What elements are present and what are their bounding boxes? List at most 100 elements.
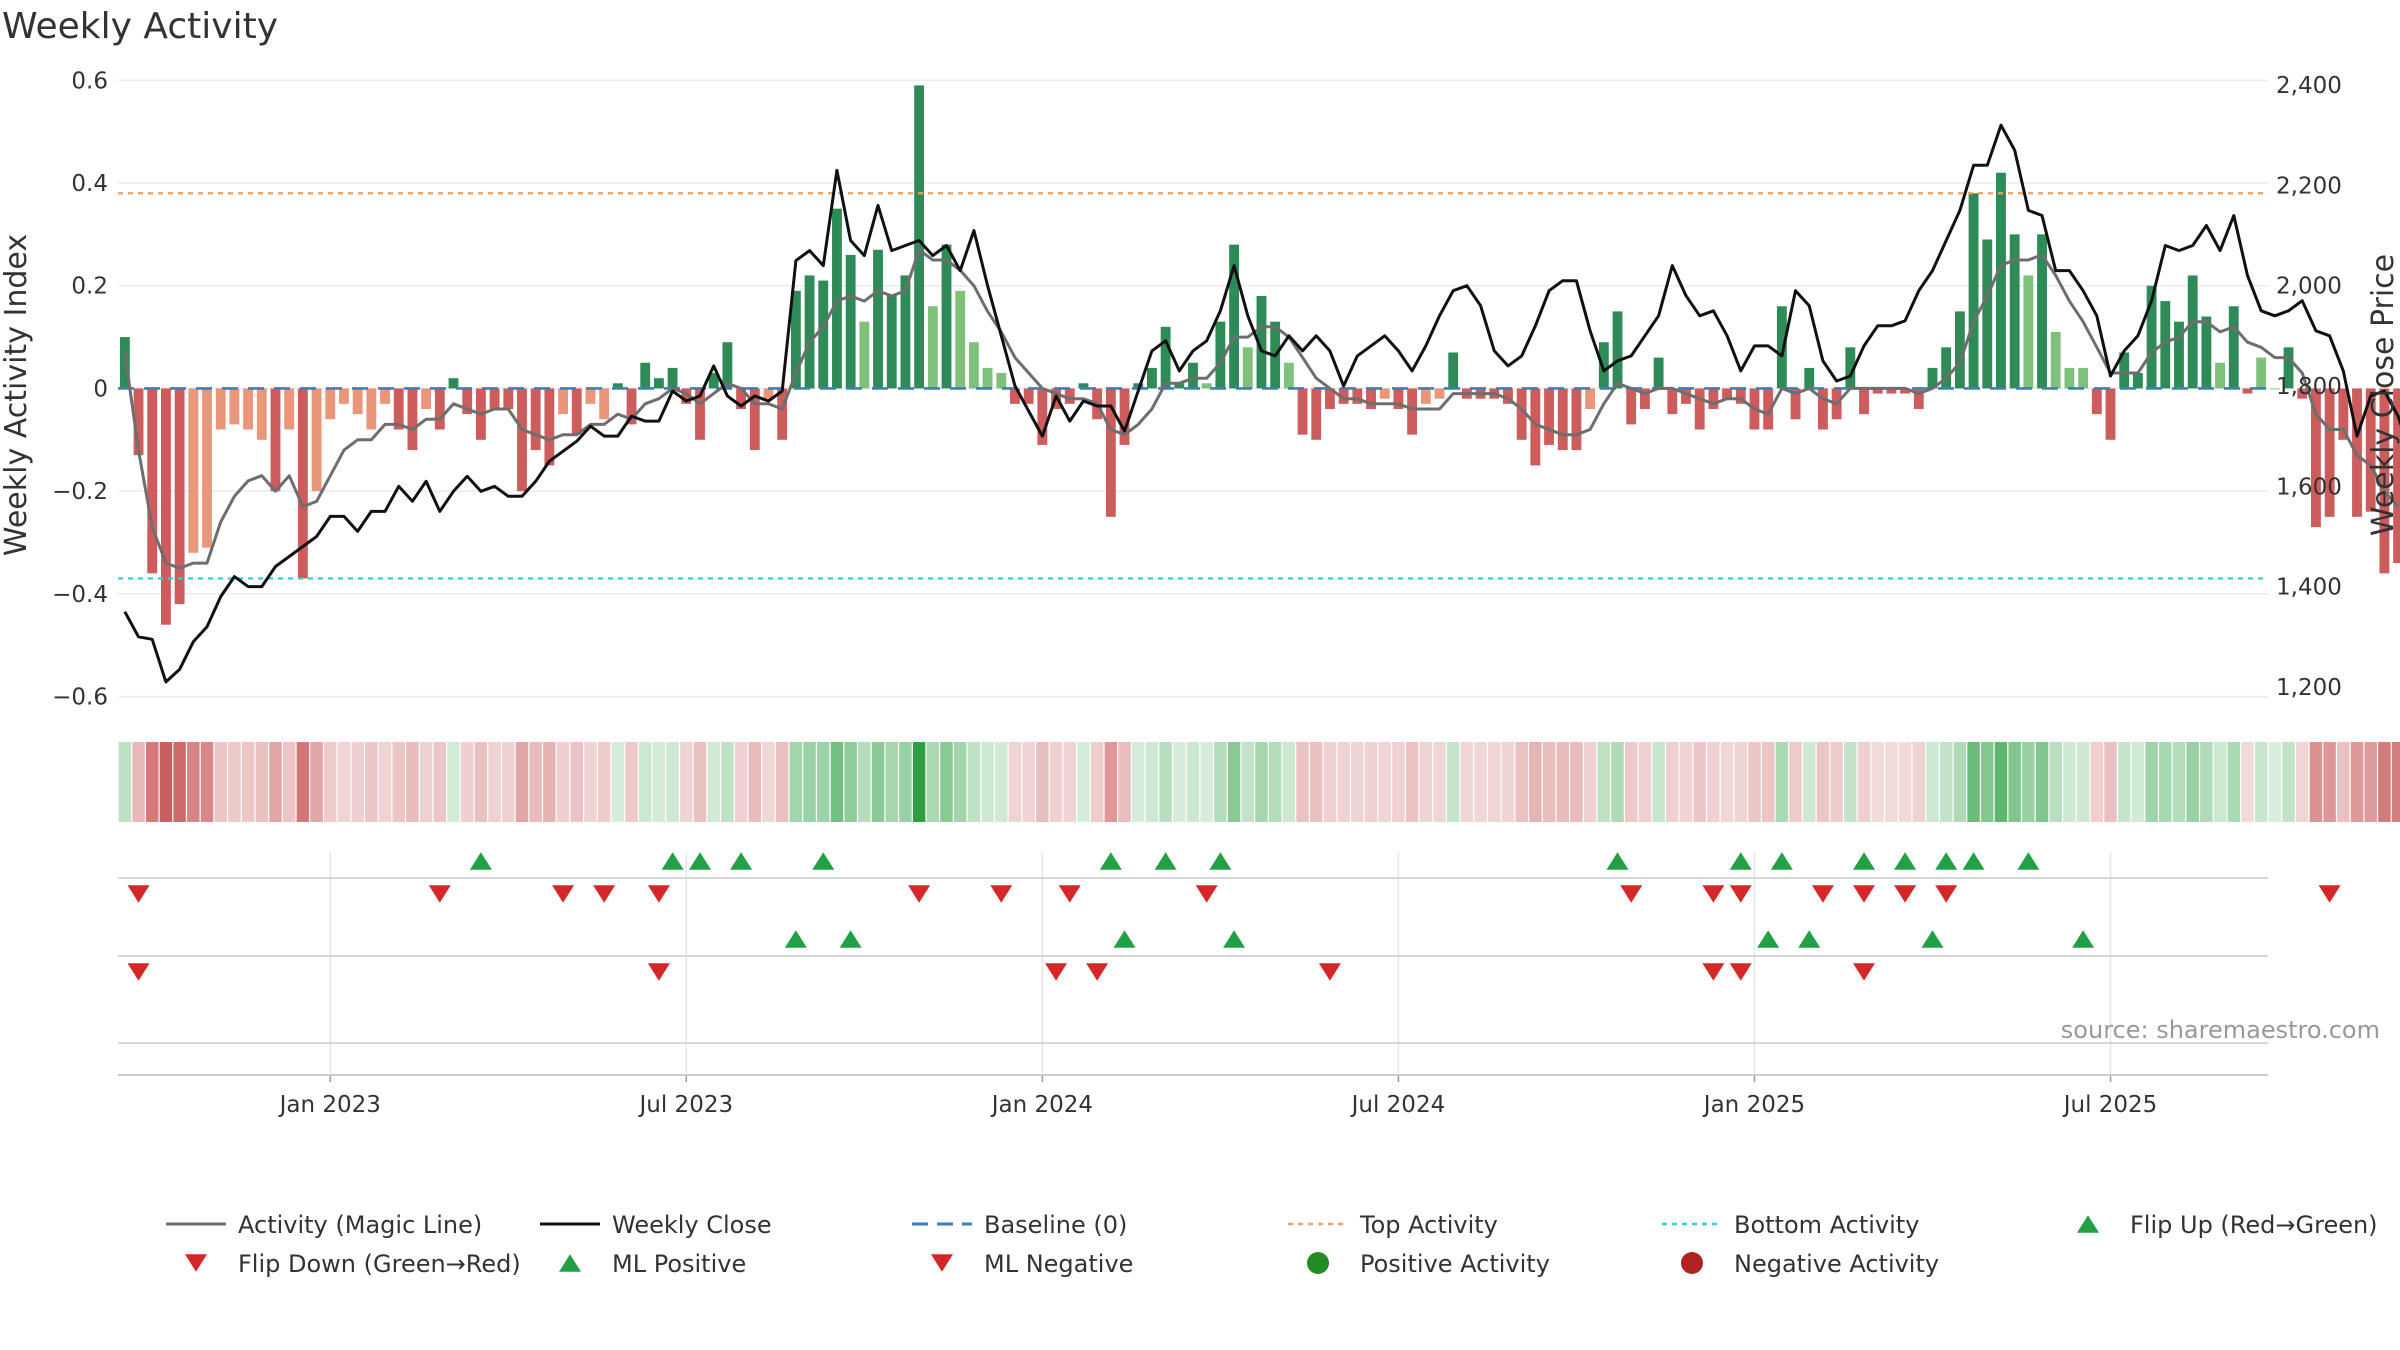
flip-down-marker bbox=[1811, 885, 1834, 903]
flip-down-marker bbox=[1620, 885, 1643, 903]
activity-bar bbox=[1968, 193, 1979, 389]
heat-strip-cell bbox=[433, 742, 447, 822]
activity-bar bbox=[1941, 347, 1952, 389]
activity-bar bbox=[1379, 388, 1390, 399]
activity-bar bbox=[1201, 383, 1212, 389]
heat-strip-cell bbox=[1871, 742, 1884, 822]
activity-bar bbox=[1229, 244, 1240, 389]
activity-bar bbox=[434, 388, 445, 430]
activity-bar bbox=[352, 388, 363, 415]
heat-strip-cell bbox=[378, 742, 392, 822]
heat-strip-cell bbox=[1036, 742, 1049, 822]
activity-bar bbox=[339, 388, 349, 404]
activity-bar bbox=[1393, 388, 1404, 409]
activity-bar bbox=[1653, 357, 1664, 389]
activity-bars bbox=[119, 85, 2400, 625]
heat-strip-cell bbox=[2131, 742, 2145, 822]
source-note: source: sharemaestro.com bbox=[2061, 1016, 2380, 1044]
activity-bar bbox=[2009, 234, 2020, 389]
activity-bar bbox=[2379, 388, 2390, 574]
activity-bar bbox=[2119, 352, 2130, 389]
activity-bar bbox=[188, 388, 199, 553]
heat-strip-cell bbox=[1159, 742, 1172, 822]
heat-strip-cell bbox=[803, 742, 816, 822]
heat-strip-cell bbox=[1131, 742, 1145, 822]
flip-down-marker bbox=[1935, 885, 1958, 903]
heat-strip-cell bbox=[515, 742, 529, 822]
heat-strip-cell bbox=[2008, 742, 2021, 822]
legend-label: Flip Up (Red→Green) bbox=[2130, 1211, 2378, 1239]
activity-bar bbox=[1626, 388, 1637, 425]
activity-bar bbox=[229, 388, 240, 425]
ml-negative-marker bbox=[1045, 963, 1068, 981]
flip-up-marker bbox=[469, 852, 492, 870]
activity-bar bbox=[1133, 383, 1144, 389]
heat-strip-cell bbox=[1186, 742, 1200, 822]
activity-bar bbox=[626, 388, 637, 425]
heat-strip-cell bbox=[460, 742, 474, 822]
heat-strip-cell bbox=[1816, 742, 1830, 822]
x-axis-ticks: Jan 2023 Jul 2023 Jan 2024 Jul 2024 Jan 2025… bbox=[118, 1074, 2268, 1118]
activity-bar bbox=[489, 388, 500, 409]
flip-down-marker bbox=[1058, 885, 1081, 903]
activity-bar bbox=[653, 378, 664, 389]
activity-bar bbox=[640, 362, 651, 389]
activity-bar bbox=[503, 388, 514, 409]
activity-bar bbox=[804, 275, 815, 389]
legend-label: Weekly Close bbox=[612, 1211, 772, 1239]
heat-strip-cell bbox=[1118, 742, 1131, 822]
legend-item: Baseline (0) bbox=[912, 1211, 1127, 1239]
activity-bar bbox=[845, 254, 856, 389]
heat-strip-cell bbox=[789, 742, 803, 822]
activity-bar bbox=[147, 388, 158, 574]
activity-bar bbox=[1982, 239, 1993, 389]
activity-bar bbox=[1010, 388, 1020, 404]
activity-bar bbox=[1544, 388, 1554, 445]
heat-strip-cell bbox=[1679, 742, 1693, 822]
activity-bar bbox=[736, 388, 747, 409]
heat-strip-cell bbox=[926, 742, 940, 822]
activity-bar bbox=[2132, 373, 2143, 389]
activity-bar bbox=[517, 388, 527, 492]
heat-strip-cell bbox=[1652, 742, 1665, 822]
y2-tick-label: 1,800 bbox=[2276, 374, 2342, 400]
heat-strip-cell bbox=[296, 742, 310, 822]
activity-bar bbox=[2201, 316, 2212, 389]
activity-bar bbox=[256, 388, 267, 440]
ml-positive-marker bbox=[1757, 930, 1780, 948]
activity-bar bbox=[2324, 388, 2335, 517]
heat-strip-cell bbox=[1693, 742, 1706, 822]
heat-strip-cell bbox=[680, 742, 693, 822]
y2-tick-label: 2,000 bbox=[2276, 274, 2342, 300]
heat-strip-cell bbox=[1898, 742, 1912, 822]
heat-strip-cell bbox=[255, 742, 269, 822]
heat-strip-cell bbox=[1597, 742, 1611, 822]
heat-strip-cell bbox=[1556, 742, 1569, 822]
heat-strip-cell bbox=[132, 742, 145, 822]
legend-swatch bbox=[1307, 1252, 1329, 1274]
activity-bar bbox=[900, 275, 911, 389]
heat-strip-cell bbox=[419, 742, 433, 822]
activity-bar bbox=[955, 290, 966, 389]
heat-strip-cell bbox=[1926, 742, 1939, 822]
activity-bar bbox=[777, 388, 788, 440]
heat-strip-cell bbox=[1077, 742, 1090, 822]
heat-strip-cell bbox=[2186, 742, 2199, 822]
ml-positive-marker bbox=[1798, 930, 1821, 948]
heat-strip-cell bbox=[844, 742, 857, 822]
flip-down-marker bbox=[1894, 885, 1917, 903]
heat-strip-cell bbox=[775, 742, 789, 822]
heat-strip-cell bbox=[2227, 742, 2241, 822]
heat-strip-cell bbox=[2035, 742, 2049, 822]
ml-positive-marker bbox=[1921, 930, 1944, 948]
activity-bar bbox=[1407, 388, 1418, 435]
activity-bar bbox=[2228, 306, 2239, 389]
heat-strip-cell bbox=[2268, 742, 2282, 822]
activity-bar bbox=[174, 388, 185, 605]
heat-strip-cell bbox=[2159, 742, 2172, 822]
activity-bar bbox=[297, 388, 308, 579]
activity-bar bbox=[2091, 388, 2102, 415]
flip-up-marker bbox=[1962, 852, 1985, 870]
series-lines bbox=[123, 123, 2400, 684]
heat-strip-cell bbox=[1049, 742, 1063, 822]
